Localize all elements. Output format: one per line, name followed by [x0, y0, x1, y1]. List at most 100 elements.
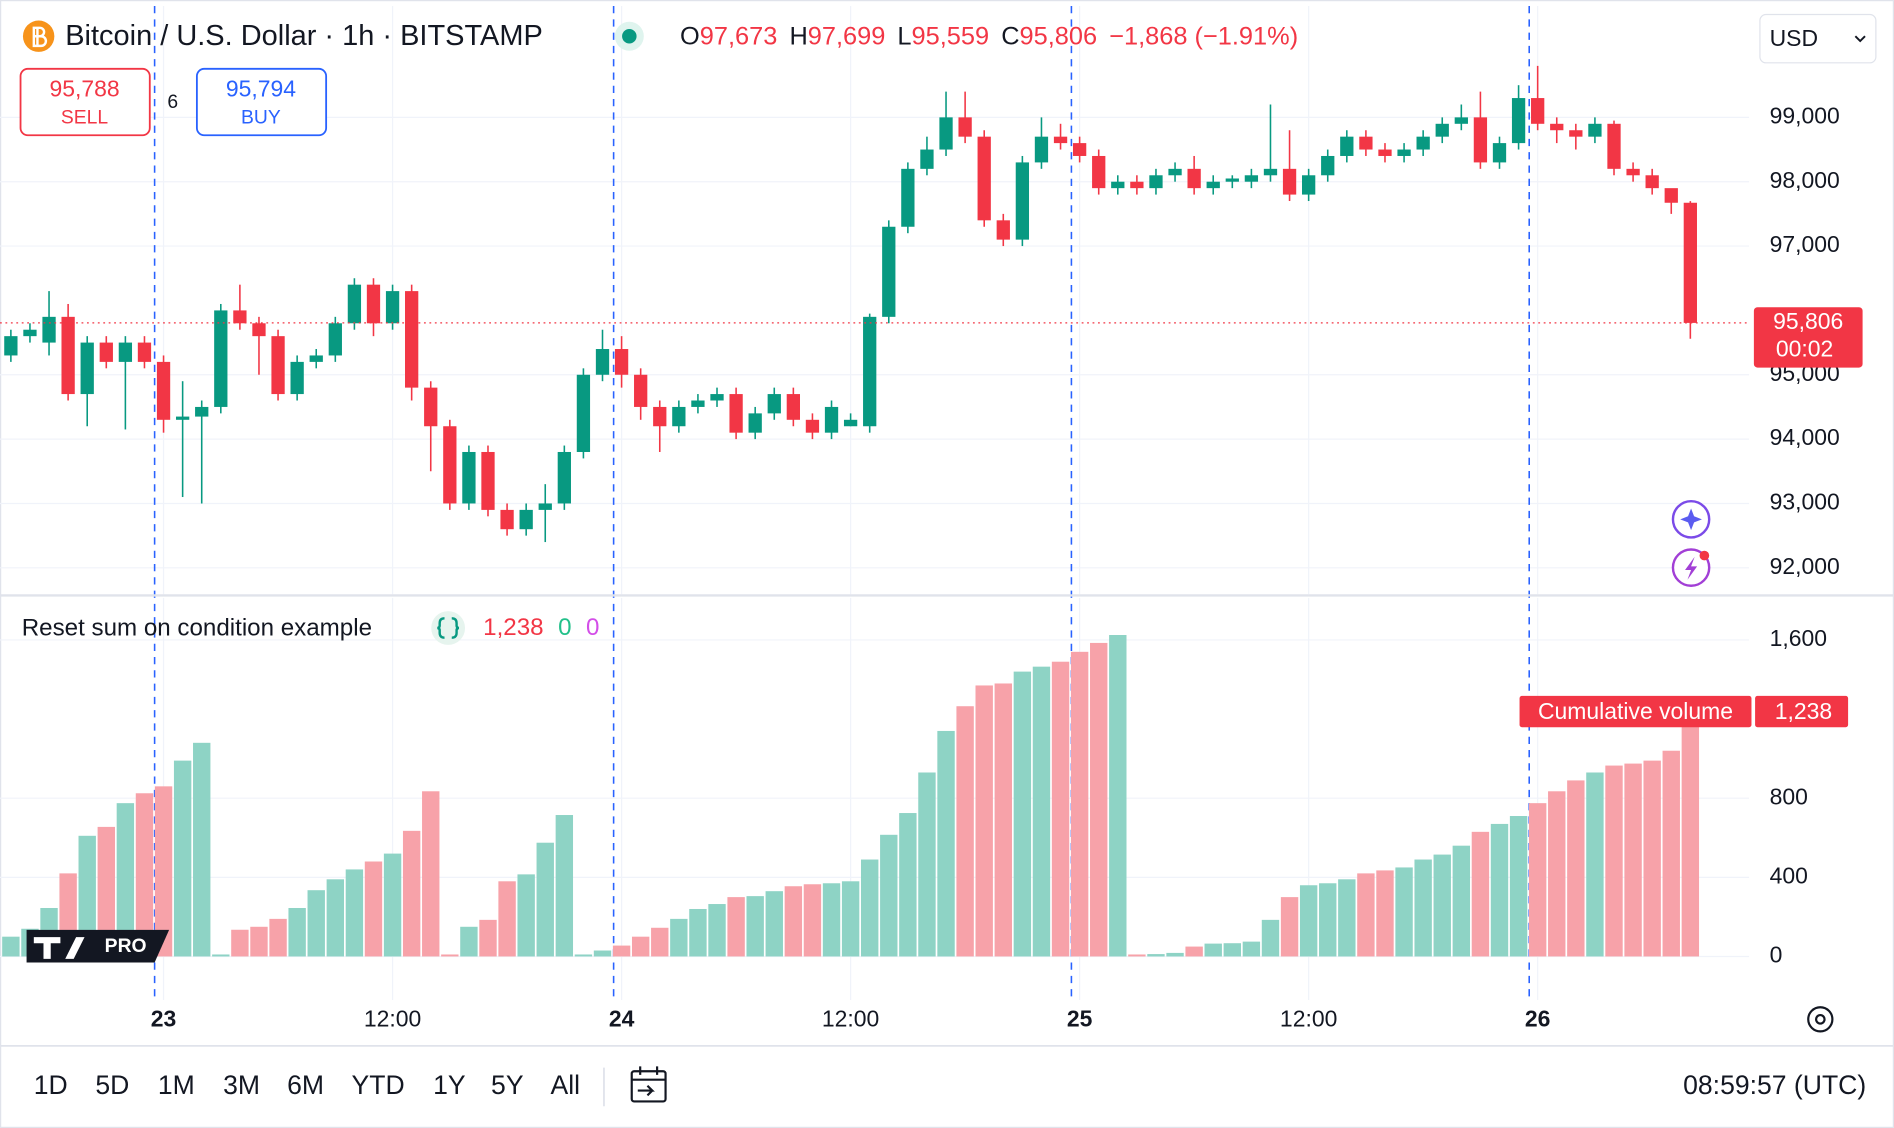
indicator-value: 0	[586, 615, 599, 642]
series-tag-name: Cumulative volume	[1538, 698, 1733, 724]
bar	[1681, 711, 1700, 957]
candle-body	[1263, 168, 1278, 176]
candle-body	[61, 316, 75, 395]
bar	[803, 884, 822, 957]
spread: 6	[167, 92, 178, 113]
symbol-title[interactable]: Bitcoin / U.S. Dollar · 1h · BITSTAMP	[65, 20, 543, 52]
candle-body	[1092, 155, 1106, 189]
settings-button[interactable]	[1807, 1006, 1834, 1033]
bar	[1509, 816, 1528, 957]
range-button[interactable]: 1Y	[433, 1070, 466, 1100]
ai-icon	[1680, 508, 1702, 531]
bar	[116, 803, 135, 957]
range-button[interactable]: YTD	[352, 1070, 405, 1100]
candle-body	[1664, 188, 1678, 203]
date-range-button[interactable]	[630, 1070, 667, 1103]
bar	[1185, 946, 1203, 957]
bar	[422, 791, 440, 957]
candle-body	[500, 509, 514, 530]
candle-body	[1034, 136, 1049, 163]
bar	[1147, 954, 1165, 957]
candle-body	[1531, 98, 1545, 124]
candle-body	[328, 323, 342, 356]
sell-price: 95,788	[49, 76, 119, 102]
ohlc-key: H	[789, 22, 807, 50]
candle-body	[290, 361, 304, 395]
alerts-badge	[1699, 550, 1710, 561]
candle-body	[42, 316, 56, 343]
candle-body	[195, 406, 209, 417]
candle-body	[920, 149, 934, 169]
bar	[1280, 897, 1299, 957]
x-tick-label: 26	[1525, 1006, 1551, 1032]
indicator-title[interactable]: Reset sum on condition example	[22, 615, 372, 642]
bar	[1605, 765, 1623, 957]
bar	[288, 907, 306, 957]
candle-body	[1473, 117, 1488, 163]
bar	[1643, 760, 1661, 957]
price-tag-countdown: 00:02	[1776, 336, 1833, 362]
candle-body	[1683, 202, 1697, 323]
bar	[1261, 919, 1280, 957]
candle-body	[1206, 181, 1220, 189]
clock[interactable]: 08:59:57 (UTC)	[1683, 1070, 1866, 1100]
bar	[1204, 943, 1222, 957]
sell-button[interactable]	[19, 67, 151, 137]
bar	[956, 706, 974, 957]
candle-body	[939, 117, 953, 150]
candle-body	[576, 374, 591, 452]
bar	[1299, 885, 1318, 957]
bar	[612, 945, 631, 957]
bar	[860, 859, 879, 957]
y-tick-label: 97,000	[1770, 231, 1840, 257]
x-tick-label: 12:00	[822, 1006, 879, 1032]
bar	[975, 685, 993, 957]
range-button[interactable]: 5Y	[491, 1070, 524, 1100]
candle-body	[156, 361, 171, 420]
candle-body	[80, 342, 94, 395]
x-tick-label: 25	[1067, 1006, 1093, 1032]
bar	[555, 815, 574, 957]
candle-body	[1588, 123, 1602, 137]
bar	[1109, 635, 1127, 957]
bar	[173, 760, 192, 957]
range-button[interactable]: 5D	[95, 1070, 129, 1100]
bar	[250, 926, 268, 957]
ohlc-key: C	[1001, 22, 1019, 50]
range-button[interactable]: 3M	[223, 1070, 260, 1100]
buy-button[interactable]	[195, 67, 328, 137]
candle-body	[767, 394, 781, 414]
x-tick-label: 23	[151, 1006, 177, 1032]
bar	[78, 835, 96, 957]
bar	[670, 918, 688, 957]
range-button[interactable]: 1M	[158, 1070, 195, 1100]
range-button[interactable]: 6M	[287, 1070, 324, 1100]
candle-body	[691, 400, 705, 407]
bar	[899, 813, 917, 957]
y-tick-label: 1,600	[1770, 625, 1827, 651]
range-button[interactable]: All	[551, 1070, 581, 1100]
bar	[1662, 750, 1680, 957]
candle-body	[443, 426, 457, 504]
bar	[918, 772, 936, 957]
candle-body	[366, 284, 381, 324]
x-tick-label: 12:00	[1280, 1006, 1337, 1032]
indicator-icon[interactable]	[431, 611, 466, 645]
bar	[212, 954, 230, 957]
candle-body	[653, 406, 667, 427]
candle-body	[175, 416, 190, 420]
candle-body	[805, 419, 820, 433]
range-button[interactable]: 1D	[34, 1070, 68, 1100]
bar	[345, 869, 364, 957]
candle-body	[538, 503, 552, 510]
currency-select[interactable]	[1759, 13, 1877, 64]
candle-body	[634, 374, 648, 407]
candle-body	[1359, 136, 1373, 150]
ohlc-key: O	[680, 22, 700, 50]
bar	[994, 683, 1012, 957]
candle-body	[729, 394, 743, 433]
candle-body	[481, 451, 495, 510]
candle-body	[385, 291, 400, 324]
currency: USD	[1770, 25, 1818, 51]
bar	[1357, 873, 1375, 957]
